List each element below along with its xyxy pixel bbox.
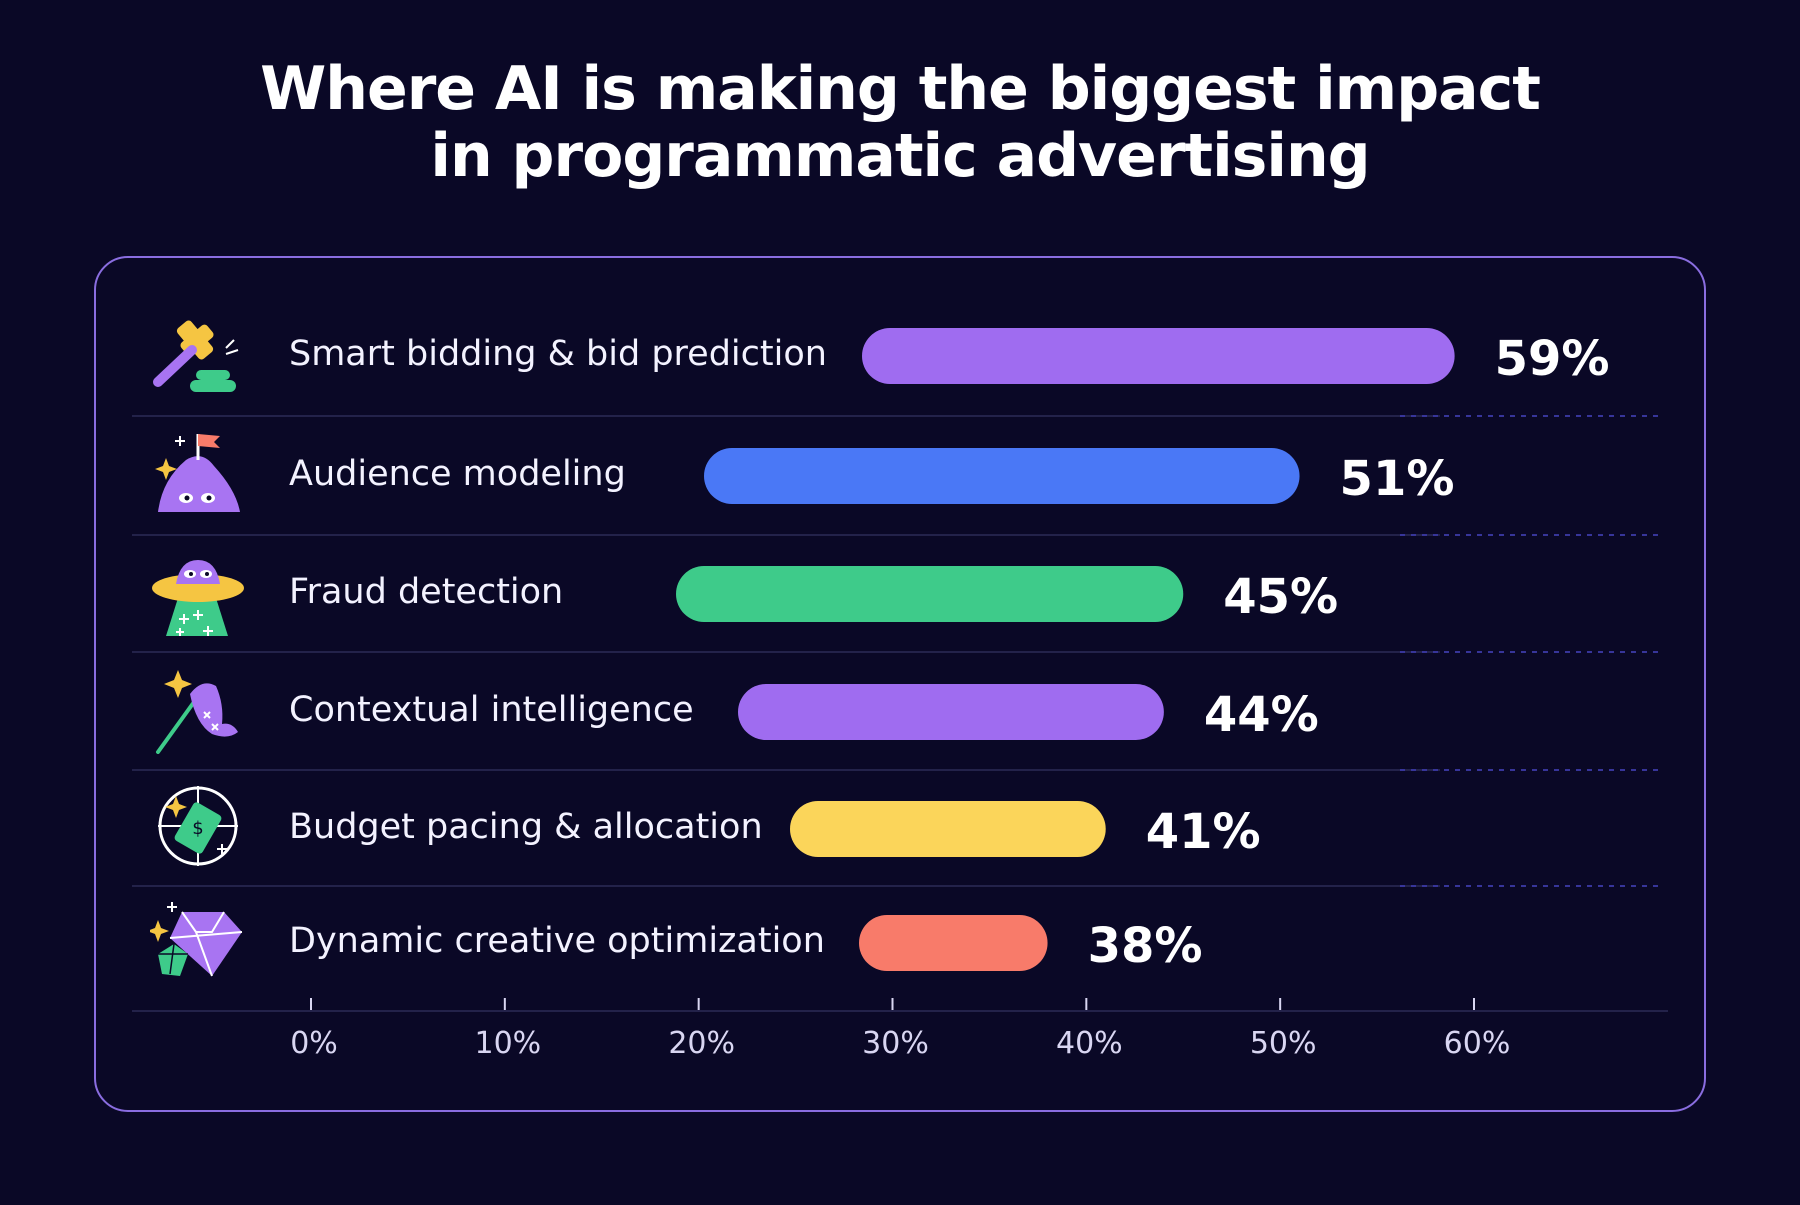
value-label: 44% <box>1203 687 1319 743</box>
category-label: Audience modeling <box>289 454 626 494</box>
bar <box>738 684 1164 740</box>
chart-title-line-1: Where AI is making the biggest impact <box>260 54 1541 124</box>
bar <box>704 448 1300 504</box>
category-label: Fraud detection <box>289 572 564 612</box>
value-label: 45% <box>1223 569 1339 625</box>
category-label: Contextual intelligence <box>289 690 694 730</box>
chart-title: Where AI is making the biggest impact in… <box>0 56 1800 190</box>
value-label: 38% <box>1087 918 1203 974</box>
value-label: 59% <box>1494 331 1610 387</box>
value-label: 51% <box>1339 451 1455 507</box>
category-label: Smart bidding & bid prediction <box>289 334 827 374</box>
x-tick-label: 40% <box>1055 1026 1123 1061</box>
money-target-icon: $ <box>158 786 238 866</box>
bar <box>790 801 1106 857</box>
value-label: 41% <box>1145 804 1261 860</box>
gavel-icon <box>153 320 239 392</box>
ufo-icon <box>152 560 244 636</box>
bar <box>862 328 1455 384</box>
mountain-flag-icon <box>155 434 240 512</box>
x-tick-label: 60% <box>1443 1026 1511 1061</box>
butterfly-net-icon <box>156 670 238 754</box>
x-tick-label: 0% <box>290 1026 338 1061</box>
bar <box>859 915 1048 971</box>
x-tick-label: 10% <box>474 1026 542 1061</box>
x-tick-label: 20% <box>668 1026 735 1061</box>
chart-title-line-2: in programmatic advertising <box>430 121 1370 191</box>
category-label: Dynamic creative optimization <box>289 921 825 961</box>
svg-text:$: $ <box>192 818 203 839</box>
bar <box>676 566 1184 622</box>
gems-icon <box>150 902 243 977</box>
category-label: Budget pacing & allocation <box>289 807 763 847</box>
chart-card <box>94 256 1706 1112</box>
x-tick-label: 50% <box>1249 1026 1317 1061</box>
x-tick-label: 30% <box>862 1026 929 1061</box>
